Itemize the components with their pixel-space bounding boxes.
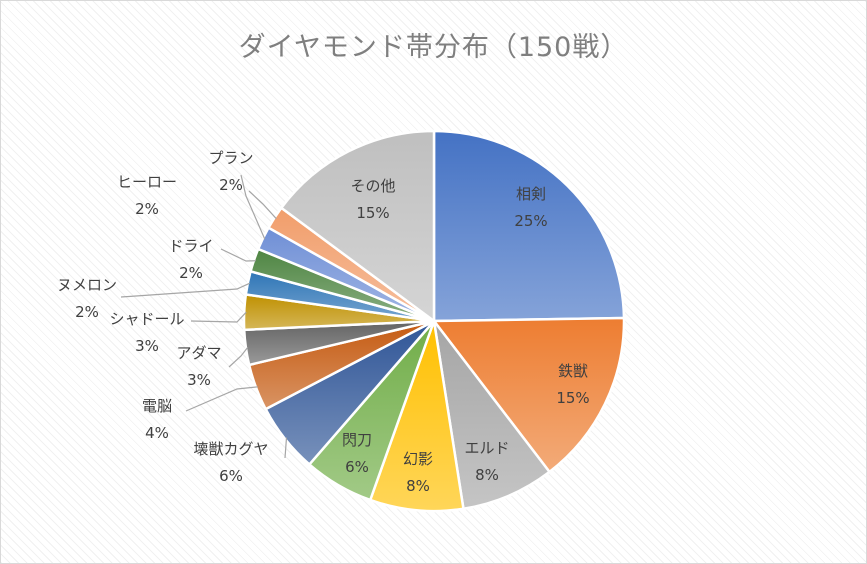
pie-slice-4 bbox=[368, 320, 465, 513]
data-label-13: プラン 2% bbox=[208, 149, 253, 194]
leader-line-8 bbox=[228, 346, 249, 368]
data-label-1: 相剣 25% bbox=[514, 185, 547, 230]
leader-line-10 bbox=[120, 282, 251, 298]
leader-line-12 bbox=[240, 174, 266, 240]
data-label-14: その他 15% bbox=[350, 177, 395, 222]
pie-slice-3 bbox=[432, 320, 552, 511]
data-label-7: 電脳 4% bbox=[142, 397, 172, 442]
pie-slice-1 bbox=[432, 129, 626, 323]
leader-line-7 bbox=[185, 386, 258, 412]
pie-slice-14 bbox=[279, 129, 436, 324]
data-label-9: シャドール 3% bbox=[109, 310, 184, 355]
leader-line-6 bbox=[284, 437, 288, 459]
data-label-2: 鉄獣 15% bbox=[556, 362, 589, 407]
data-label-4: 幻影 8% bbox=[403, 450, 433, 495]
pie-slice-2 bbox=[431, 316, 626, 474]
chart-title: ダイヤモンド帯分布（150戦） bbox=[238, 32, 629, 63]
data-label-6: 壊獣カグヤ 6% bbox=[193, 440, 268, 485]
data-label-3: エルド 8% bbox=[464, 439, 509, 484]
data-label-10: ヌメロン 2% bbox=[57, 276, 117, 321]
data-label-5: 閃刀 6% bbox=[342, 431, 372, 476]
data-label-11: ドライ 2% bbox=[168, 237, 213, 282]
leader-line-9 bbox=[190, 311, 247, 323]
leader-line-11 bbox=[220, 248, 256, 262]
leader-line-13 bbox=[248, 190, 277, 220]
data-label-8: アダマ 3% bbox=[176, 344, 221, 389]
data-label-12: ヒーロー 2% bbox=[117, 173, 177, 218]
